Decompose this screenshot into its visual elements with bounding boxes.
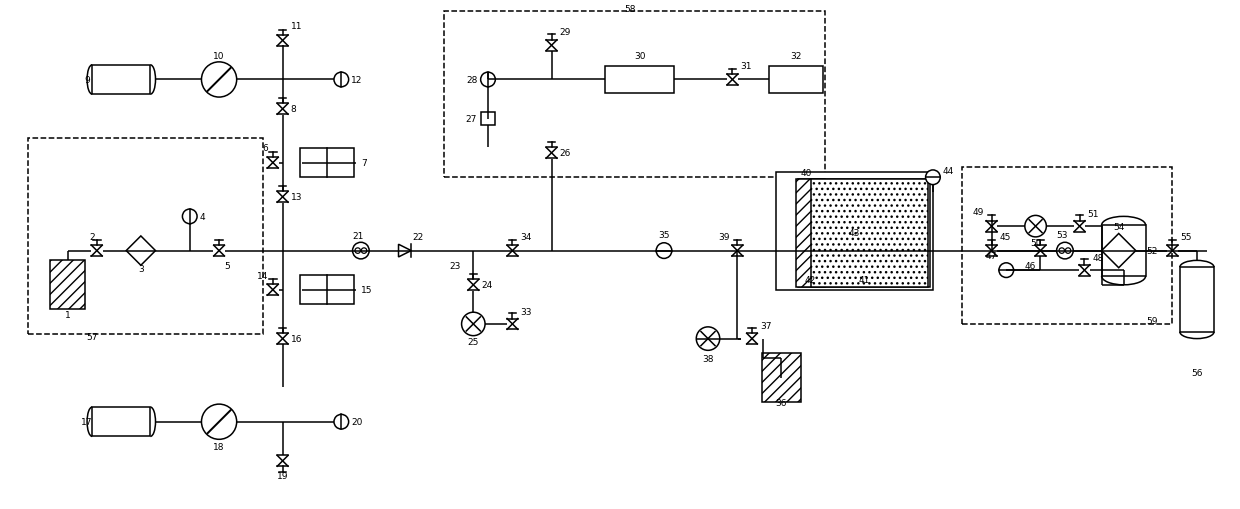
- Circle shape: [925, 171, 940, 185]
- Text: 55: 55: [1180, 233, 1192, 242]
- Text: 41: 41: [859, 276, 870, 285]
- Text: 19: 19: [277, 471, 289, 480]
- Text: 14: 14: [257, 271, 268, 280]
- Circle shape: [656, 243, 672, 259]
- Text: 24: 24: [481, 281, 492, 290]
- Bar: [1179, 268, 1214, 332]
- Text: 36: 36: [775, 398, 787, 407]
- Text: 2: 2: [89, 233, 95, 242]
- Circle shape: [352, 243, 370, 260]
- Bar: [300, 275, 353, 305]
- Text: 51: 51: [1087, 210, 1099, 218]
- Bar: [300, 149, 353, 178]
- Bar: [761, 354, 801, 403]
- Text: 46: 46: [1024, 261, 1035, 270]
- Text: 26: 26: [559, 149, 570, 158]
- Text: 20: 20: [351, 417, 362, 427]
- Text: 32: 32: [790, 51, 802, 61]
- Bar: [769, 67, 823, 94]
- Text: 16: 16: [290, 334, 303, 344]
- Text: 59: 59: [1146, 317, 1158, 326]
- Bar: [811, 180, 928, 287]
- Circle shape: [1056, 243, 1074, 260]
- Text: 30: 30: [634, 51, 645, 61]
- Text: 48: 48: [1092, 253, 1104, 263]
- Text: 7: 7: [361, 159, 367, 168]
- Bar: [776, 173, 932, 290]
- Circle shape: [182, 210, 197, 224]
- Bar: [29, 139, 263, 334]
- Text: 38: 38: [702, 354, 714, 363]
- Text: 54: 54: [1114, 222, 1125, 231]
- Text: 43: 43: [849, 229, 861, 238]
- Bar: [51, 261, 84, 309]
- Text: 6: 6: [262, 144, 268, 153]
- Text: 21: 21: [352, 232, 363, 241]
- Text: 29: 29: [559, 28, 570, 37]
- Text: 47: 47: [985, 251, 997, 261]
- Text: 5: 5: [224, 261, 229, 270]
- Text: 1: 1: [64, 310, 71, 319]
- Text: 10: 10: [213, 51, 224, 61]
- Text: 34: 34: [521, 233, 532, 242]
- Polygon shape: [126, 237, 155, 266]
- Circle shape: [481, 73, 495, 88]
- Bar: [605, 67, 673, 94]
- Text: 35: 35: [658, 231, 670, 240]
- Circle shape: [1024, 216, 1047, 237]
- Text: 9: 9: [84, 76, 91, 85]
- Text: 17: 17: [82, 417, 93, 427]
- Text: 3: 3: [138, 264, 144, 273]
- Text: 8: 8: [290, 105, 296, 114]
- Circle shape: [201, 404, 237, 439]
- Text: 39: 39: [718, 233, 729, 242]
- Text: 4: 4: [200, 212, 205, 221]
- Text: 28: 28: [466, 76, 479, 85]
- Text: 56: 56: [1192, 369, 1203, 378]
- Circle shape: [461, 313, 485, 336]
- Circle shape: [334, 73, 348, 88]
- Text: 12: 12: [351, 76, 362, 85]
- Circle shape: [201, 63, 237, 98]
- Text: 42: 42: [805, 276, 816, 285]
- Bar: [799, 180, 930, 287]
- Text: 18: 18: [213, 442, 224, 451]
- Bar: [444, 12, 826, 178]
- Text: 31: 31: [740, 62, 751, 71]
- Text: 23: 23: [449, 261, 460, 270]
- Bar: [796, 180, 826, 287]
- Circle shape: [999, 263, 1013, 278]
- Text: 44: 44: [942, 166, 954, 176]
- Circle shape: [697, 327, 719, 351]
- Bar: [962, 168, 1173, 324]
- Text: 40: 40: [801, 168, 812, 178]
- Text: 22: 22: [413, 233, 424, 242]
- Bar: [1101, 225, 1146, 276]
- Bar: [92, 407, 150, 437]
- Text: 45: 45: [999, 233, 1011, 242]
- Bar: [92, 66, 150, 95]
- Text: 58: 58: [624, 5, 636, 14]
- Circle shape: [334, 414, 348, 429]
- Text: 25: 25: [467, 337, 479, 346]
- Polygon shape: [1101, 234, 1136, 268]
- Text: 49: 49: [972, 208, 983, 216]
- Text: 52: 52: [1146, 246, 1157, 256]
- Text: 50: 50: [1030, 239, 1042, 248]
- Bar: [481, 112, 495, 126]
- Text: 15: 15: [361, 286, 372, 295]
- Text: 13: 13: [290, 193, 303, 202]
- Text: 27: 27: [465, 115, 476, 124]
- Text: 37: 37: [760, 322, 771, 331]
- Text: 33: 33: [521, 307, 532, 316]
- Text: 57: 57: [87, 332, 98, 342]
- Text: 11: 11: [290, 22, 303, 31]
- Text: 53: 53: [1056, 231, 1068, 240]
